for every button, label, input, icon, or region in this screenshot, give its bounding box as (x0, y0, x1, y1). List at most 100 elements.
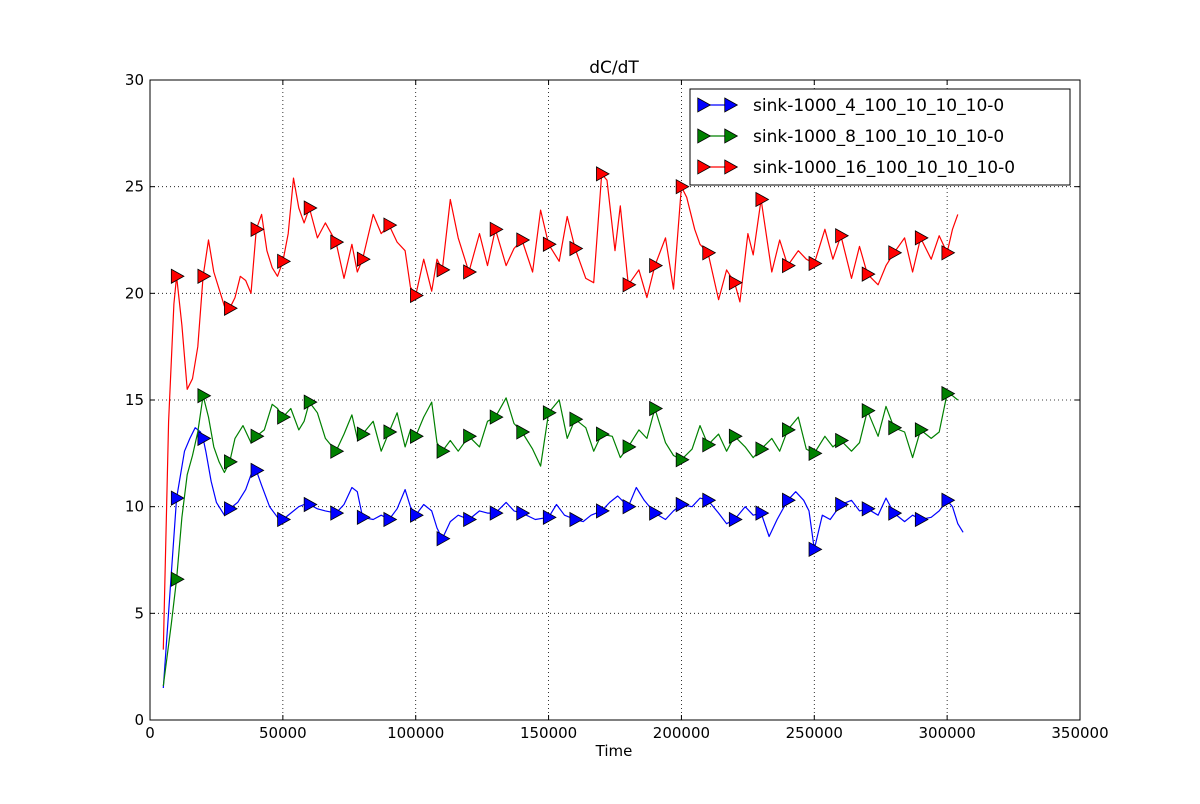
series-marker (808, 255, 823, 272)
series-marker (224, 300, 238, 316)
x-tick-label: 0 (145, 724, 155, 742)
x-tick-label: 150000 (520, 724, 577, 742)
series-marker (675, 452, 690, 468)
legend-label: sink-1000_16_100_10_10_10-0 (753, 158, 1015, 178)
series-marker (250, 462, 265, 479)
x-tick-label: 300000 (919, 724, 976, 742)
series-marker (250, 428, 265, 444)
series-2 (162, 385, 959, 686)
axes-layer: 0 50000 100000 150000 200000 250000 300000 3500… (125, 71, 1109, 742)
series-marker (835, 228, 850, 244)
grid-layer (150, 80, 1080, 720)
legend-item-3: sink-1000_16_100_10_10_10-0 (697, 158, 1015, 178)
series-marker (410, 507, 424, 523)
series-marker (861, 266, 876, 282)
legend-label: sink-1000_8_100_10_10_10-0 (753, 127, 1004, 147)
series-marker (330, 505, 345, 521)
legend-label: sink-1000_4_100_10_10_10-0 (753, 96, 1004, 116)
series-3 (162, 166, 959, 650)
series-marker (330, 234, 345, 250)
series-marker (170, 571, 185, 587)
series-marker (410, 287, 424, 304)
chart-title: dC/dT (589, 58, 639, 78)
legend-box (689, 88, 1071, 186)
series-marker (383, 424, 398, 440)
series-marker (861, 501, 876, 517)
series-marker (356, 251, 371, 267)
series-marker (888, 245, 903, 261)
series-line (162, 427, 964, 689)
series-marker (728, 428, 743, 444)
y-tick-label: 10 (125, 498, 144, 516)
legend-marker (724, 128, 739, 144)
series-marker (914, 422, 929, 438)
x-tick-label: 350000 (1051, 724, 1108, 742)
series-marker (356, 509, 371, 526)
series-marker (596, 166, 610, 182)
series-marker (941, 492, 956, 508)
series-marker (728, 274, 743, 291)
series-marker (728, 511, 743, 528)
series-marker (383, 511, 398, 528)
series-marker (835, 496, 850, 513)
series-marker (702, 245, 717, 261)
series-marker (755, 191, 770, 208)
series-marker (569, 411, 584, 427)
series-marker (649, 400, 664, 417)
x-tick-label: 250000 (786, 724, 843, 742)
series-marker (489, 409, 504, 425)
series-marker (303, 394, 318, 410)
x-tick-label: 200000 (653, 724, 710, 742)
legend-marker (697, 128, 712, 144)
series-marker (835, 432, 850, 449)
series-marker (277, 253, 292, 270)
series-marker (463, 428, 478, 444)
series-layer (162, 166, 964, 689)
series-marker (861, 402, 876, 419)
series-marker (170, 490, 185, 506)
series-marker (170, 268, 185, 284)
y-tick-label: 20 (125, 284, 144, 302)
legend: sink-1000_4_100_10_10_10-0 sink-1000_8_10… (689, 88, 1071, 186)
series-marker (941, 245, 956, 261)
x-tick-label: 50000 (259, 724, 307, 742)
legend-item-2: sink-1000_8_100_10_10_10-0 (697, 127, 1004, 147)
series-marker (516, 505, 531, 521)
series-marker (516, 424, 531, 440)
series-marker (622, 439, 637, 455)
series-marker (224, 454, 238, 470)
series-marker (489, 221, 504, 238)
series-marker (303, 200, 318, 216)
series-marker (303, 496, 318, 513)
series-marker (356, 426, 371, 442)
series-marker (542, 509, 557, 526)
series-marker (436, 262, 451, 278)
series-marker (463, 511, 478, 528)
series-marker (702, 492, 717, 508)
y-tick-label: 15 (125, 391, 144, 409)
series-marker (463, 264, 478, 280)
series-marker (383, 217, 398, 233)
series-marker (569, 511, 584, 528)
series-marker (914, 511, 929, 528)
series-marker (197, 268, 212, 284)
series-marker (702, 437, 717, 453)
legend-marker (697, 159, 712, 175)
series-marker (569, 240, 584, 257)
series-marker (782, 492, 796, 508)
series-marker (622, 498, 637, 515)
series-marker (914, 230, 929, 246)
series-marker (675, 178, 690, 195)
series-1 (162, 427, 964, 689)
series-marker (808, 541, 823, 558)
series-marker (675, 496, 690, 513)
series-marker (888, 420, 903, 436)
legend-marker (724, 97, 739, 113)
series-marker (888, 505, 903, 521)
series-marker (410, 428, 424, 444)
series-marker (277, 511, 292, 528)
series-marker (542, 405, 557, 421)
series-marker (596, 503, 610, 519)
x-axis-label: Time (595, 742, 633, 760)
